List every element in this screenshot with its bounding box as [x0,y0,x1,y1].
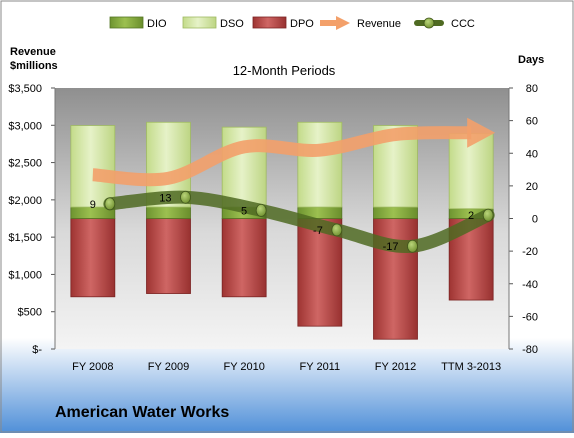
ccc-point [255,203,267,217]
ccc-data-label: 9 [90,199,96,211]
ccc-line [103,190,495,254]
bar-dpo [221,218,267,298]
legend-swatch-dio [109,16,144,29]
legend-label-dso: DSO [220,18,244,30]
legend-label-dio: DIO [147,18,167,30]
left-axis-ticks: $- $500 $1,000 $1,500 $2,000 $2,500 $3,000 $3,5… [8,83,56,356]
left-tick-label: $- [32,344,42,356]
ccc-data-label: 13 [159,192,171,204]
bar-dio [146,206,191,219]
left-tick-label: $2,500 [8,158,42,170]
left-tick-label: $1,000 [8,269,42,281]
left-tick-label: $3,000 [8,120,42,132]
legend-label-ccc: CCC [451,18,475,30]
x-tick-label: FY 2012 [375,361,416,373]
right-tick-label: -40 [522,279,538,291]
right-tick-label: 80 [526,83,538,95]
bar-dio [373,206,418,219]
ccc-point [407,239,418,253]
x-tick-label: FY 2008 [72,361,113,373]
legend-arrow-revenue [336,16,350,30]
company-title: American Water Works [55,404,229,421]
right-tick-label: -80 [522,344,538,356]
right-tick-label: 20 [526,181,538,193]
legend-label-revenue: Revenue [357,18,401,30]
ccc-point [180,190,191,204]
left-tick-label: $1,500 [8,232,42,244]
right-tick-label: -60 [522,311,538,323]
legend-label-dpo: DPO [290,18,314,30]
bar-dpo [146,218,191,294]
legend-swatch-revenue [320,20,338,26]
right-tick-label: 60 [526,116,538,128]
legend-dot-ccc [423,17,435,29]
right-tick-label: 40 [526,148,538,160]
legend: DIO DSO DPO Revenue CCC [109,16,475,30]
bar-dso [448,133,494,210]
x-tick-label: TTM 3-2013 [441,361,501,373]
ccc-point [104,197,116,211]
x-tick-label: FY 2011 [300,361,341,373]
right-tick-label: 0 [532,214,538,226]
revenue-arrowhead [467,117,496,148]
ccc-data-label: 2 [468,210,474,222]
ccc-point [331,223,343,237]
left-axis-label-line-1: Revenue [10,46,56,58]
right-axis-label: Days [518,54,544,66]
chart-title: 12-Month Periods [233,63,336,78]
left-tick-label: $3,500 [8,83,42,95]
bar-dpo [297,218,343,327]
ccc-data-label: -7 [313,225,323,237]
bar-dso [221,126,267,208]
bar-dso [297,121,343,208]
x-tick-label: FY 2010 [223,361,264,373]
x-axis-labels: FY 2008 FY 2009 FY 2010 FY 2011 FY 2012 TTM 3… [72,361,501,373]
ccc-data-label: -17 [383,241,399,253]
left-tick-label: $2,000 [8,195,42,207]
ccc-layer: 9 13 5 -7 -17 2 [90,190,495,254]
revenue-line [92,126,472,187]
ccc-data-label: 5 [241,205,247,217]
revenue-layer [92,117,496,187]
bar-dpo [70,218,116,298]
right-tick-label: -20 [522,246,538,258]
legend-swatch-dpo [252,16,287,29]
right-axis-ticks: -80 -60 -40 -20 0 20 40 60 80 [508,83,538,356]
left-axis-label-line-2: $millions [10,60,58,72]
x-tick-label: FY 2009 [148,361,189,373]
legend-swatch-dso [182,16,217,29]
left-tick-label: $500 [18,307,42,319]
ccc-point [482,208,494,222]
bar-dso [70,125,116,208]
